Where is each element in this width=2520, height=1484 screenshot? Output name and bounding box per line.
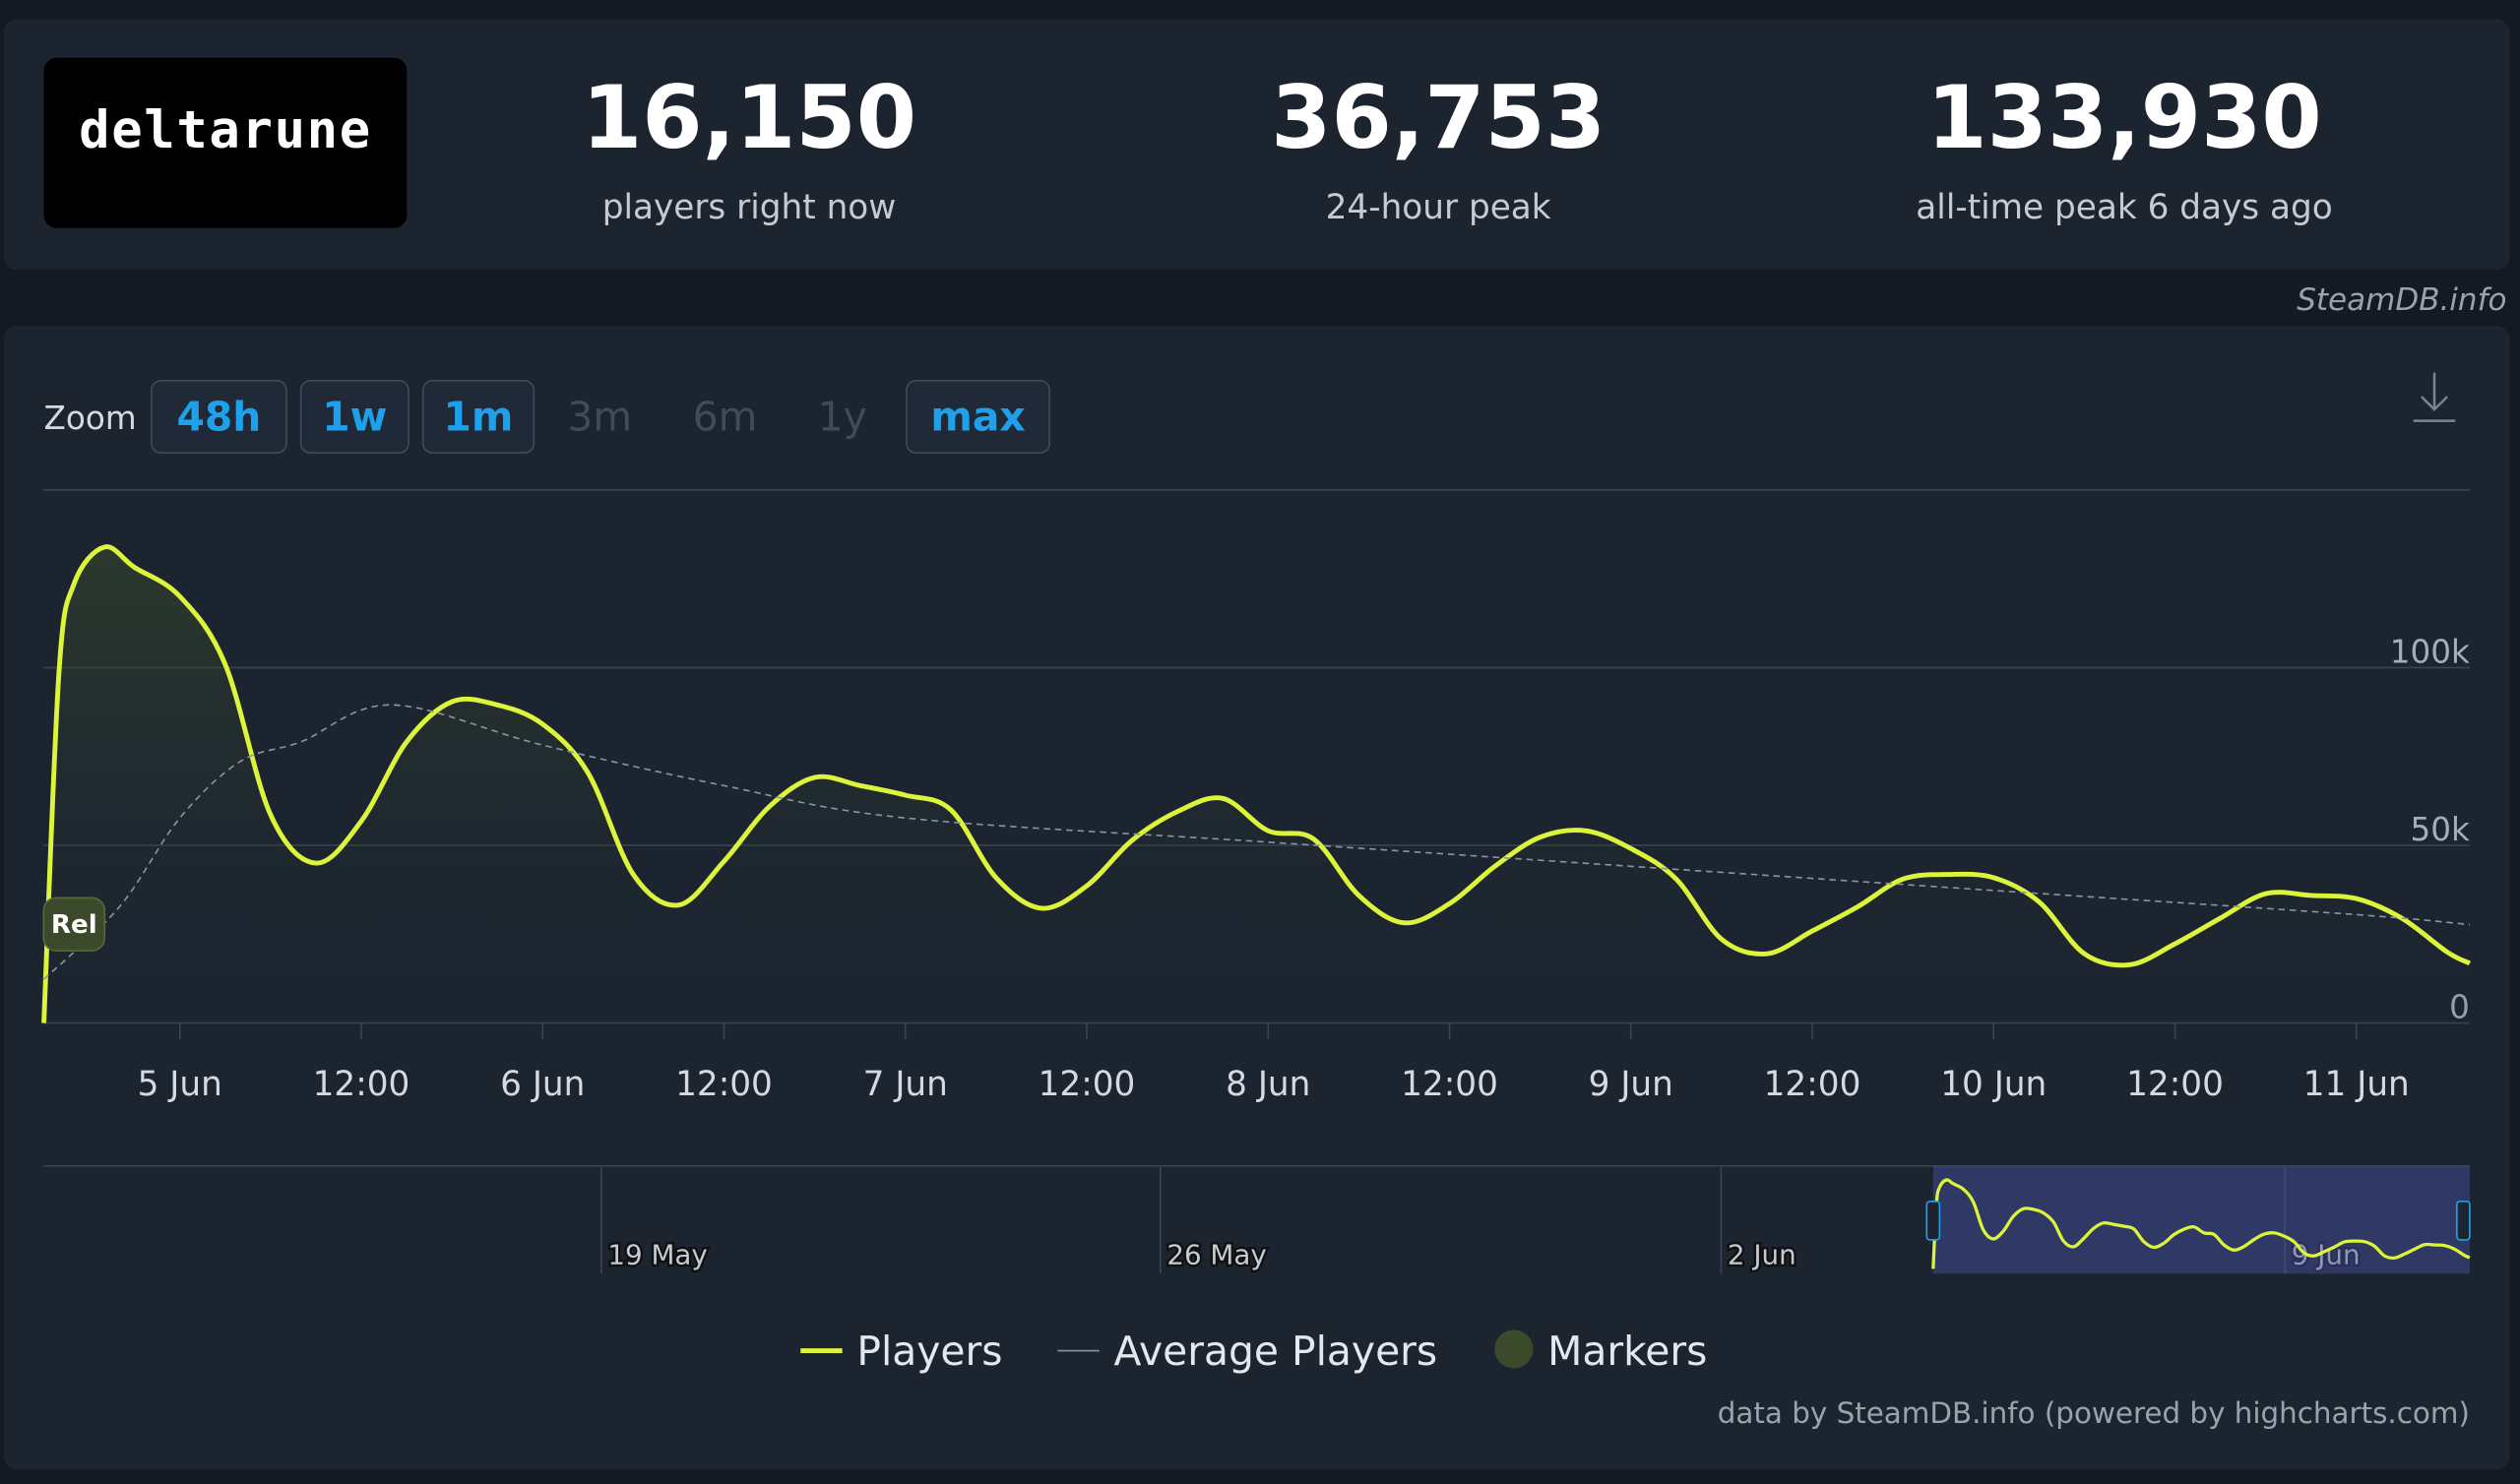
series-line	[41, 544, 2472, 1023]
footer: data by SteamDB.info (powered by highcha…	[1718, 1396, 2470, 1430]
x-tick-label: 12:00	[1764, 1065, 1861, 1104]
logo: deltarune	[79, 101, 372, 160]
zoom-button-label[interactable]: max	[930, 393, 1025, 440]
x-tick-label: 11 Jun	[2303, 1065, 2410, 1104]
legend-label[interactable]: Markers	[1547, 1328, 1707, 1375]
x-tick-label: 12:00	[1401, 1065, 1498, 1104]
zoom-button-label: 3m	[567, 393, 632, 440]
logo-box	[43, 57, 408, 228]
download-icon[interactable]	[2413, 372, 2456, 422]
x-tick-label: 12:00	[1039, 1065, 1136, 1104]
stat-label: players right now	[602, 188, 897, 227]
x-tick-label: 8 Jun	[1226, 1065, 1310, 1104]
navigator-line	[1931, 1178, 2471, 1269]
x-tick-label: 10 Jun	[1940, 1065, 2047, 1104]
stat-label: all-time peak 6 days ago	[1916, 188, 2332, 227]
credit: SteamDB.info	[2297, 282, 2506, 318]
x-tick-label: 12:00	[2126, 1065, 2224, 1104]
marker-label: Rel	[51, 910, 97, 940]
zoom-label: Zoom	[44, 400, 137, 437]
series-line	[42, 704, 2470, 980]
y-tick-label: 100k	[2390, 633, 2470, 670]
y-tick-label: 50k	[2411, 811, 2471, 848]
zoom-button-label[interactable]: 1m	[444, 393, 514, 440]
x-tick-label: 6 Jun	[500, 1065, 585, 1104]
stat-value: 36,753	[1271, 67, 1606, 168]
zoom-button-label[interactable]: 48h	[177, 393, 262, 440]
navigator-handle[interactable]	[2456, 1200, 2471, 1241]
zoom-button[interactable]	[299, 379, 410, 455]
navigator-selection	[1932, 1165, 2470, 1274]
zoom-button-label: 1y	[818, 393, 867, 440]
legend-swatch	[1494, 1329, 1534, 1369]
zoom-button[interactable]	[421, 379, 536, 455]
x-tick-label: 5 Jun	[138, 1065, 222, 1104]
x-tick-label: 12:00	[313, 1065, 410, 1104]
x-tick-label: 12:00	[675, 1065, 773, 1104]
navigator-handle[interactable]	[1925, 1200, 1941, 1241]
navigator-label: 2 Jun	[1728, 1238, 1796, 1270]
stat-label: 24-hour peak	[1326, 188, 1551, 227]
zoom-button[interactable]	[151, 379, 287, 455]
navigator-label: 19 May	[607, 1238, 707, 1270]
marker	[42, 897, 106, 952]
navigator-label: 26 May	[1166, 1238, 1266, 1270]
zoom-button[interactable]	[906, 379, 1051, 455]
x-tick-label: 7 Jun	[863, 1065, 948, 1104]
zoom-button-label[interactable]: 1w	[322, 393, 387, 440]
x-tick-label: 9 Jun	[1589, 1065, 1673, 1104]
header-panel	[3, 19, 2510, 271]
stat-value: 133,930	[1926, 67, 2321, 168]
zoom-button-label: 6m	[693, 393, 758, 440]
legend-label[interactable]: Players	[856, 1328, 1002, 1375]
legend-label[interactable]: Average Players	[1113, 1328, 1437, 1375]
stat-value: 16,150	[582, 67, 916, 168]
